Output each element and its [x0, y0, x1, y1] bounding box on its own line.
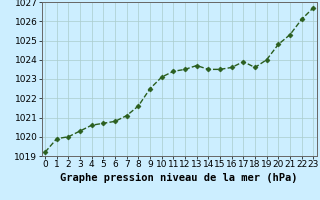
X-axis label: Graphe pression niveau de la mer (hPa): Graphe pression niveau de la mer (hPa)	[60, 173, 298, 183]
